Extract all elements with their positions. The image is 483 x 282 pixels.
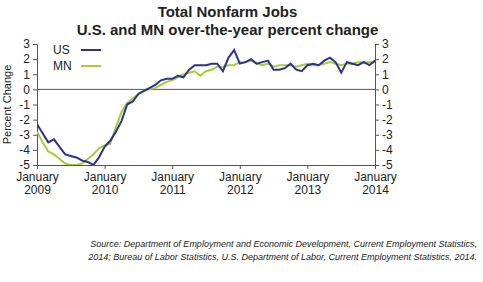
- tick-mark: [105, 165, 106, 169]
- tick-mark: [307, 165, 308, 169]
- tick: January2012: [219, 165, 262, 197]
- x-axis: January2009 January2010 January2011 January…: [16, 165, 397, 197]
- legend-swatch: [81, 65, 101, 67]
- axis-line: [38, 166, 376, 170]
- tick: 1: [23, 68, 37, 82]
- tick-mark: [33, 120, 37, 121]
- tick-label: January2011: [151, 170, 194, 198]
- tick-label: 0: [23, 83, 30, 97]
- legend: US MN: [53, 43, 101, 73]
- tick-mark: [33, 150, 37, 151]
- tick: 0: [23, 83, 37, 97]
- tick-label: -1: [19, 98, 30, 112]
- tick-mark: [375, 89, 379, 90]
- tick-label: -3: [382, 128, 393, 142]
- tick-mark: [375, 105, 379, 106]
- y-axis: -5-4-3-2-10123: [19, 37, 37, 172]
- tick-mark: [33, 89, 37, 90]
- tick-mark: [375, 120, 379, 121]
- tick-label: 3: [382, 37, 389, 51]
- tick: 2: [375, 52, 389, 66]
- tick: January2014: [354, 165, 397, 197]
- subtitle: U.S. and MN over-the-year percent change: [77, 21, 379, 38]
- y-axis-title: Percent Change: [1, 65, 13, 145]
- tick: -4: [19, 143, 37, 157]
- tick: January2010: [84, 165, 127, 197]
- tick-mark: [375, 165, 376, 169]
- tick-label: January2014: [354, 170, 397, 198]
- tick-mark: [33, 105, 37, 106]
- tick-mark: [33, 59, 37, 60]
- axis-line: [33, 45, 38, 166]
- axis-line: [376, 45, 380, 166]
- tick-label: -4: [382, 143, 393, 157]
- tick-mark: [375, 44, 379, 45]
- tick-label: January2009: [16, 170, 59, 198]
- tick: -1: [375, 98, 393, 112]
- tick-label: 3: [23, 37, 30, 51]
- tick-label: -2: [19, 113, 30, 127]
- tick: 3: [375, 37, 389, 51]
- tick: January2009: [16, 165, 59, 197]
- tick-mark: [33, 44, 37, 45]
- tick: 3: [23, 37, 37, 51]
- tick: -2: [19, 113, 37, 127]
- tick-label: January2012: [219, 170, 262, 198]
- tick-label: 0: [382, 83, 389, 97]
- tick-label: -3: [19, 128, 30, 142]
- legend-label: US: [53, 43, 70, 57]
- tick: January2011: [151, 165, 194, 197]
- tick-mark: [37, 165, 38, 169]
- tick-mark: [375, 135, 379, 136]
- series-line: [37, 50, 375, 165]
- tick: 1: [375, 68, 389, 82]
- tick: -3: [19, 128, 37, 142]
- tick: January2013: [287, 165, 330, 197]
- tick-label: 1: [382, 68, 389, 82]
- legend-swatch: [81, 49, 101, 51]
- chart: Total Nonfarm JobsU.S. and MN over-the-y…: [0, 0, 483, 282]
- legend-label: MN: [53, 59, 72, 73]
- tick-mark: [172, 165, 173, 169]
- tick-label: -2: [382, 113, 393, 127]
- tick-mark: [240, 165, 241, 169]
- title: Total Nonfarm Jobs: [158, 3, 298, 20]
- tick-mark: [375, 150, 379, 151]
- tick-mark: [375, 74, 379, 75]
- zero-line: [37, 89, 375, 90]
- tick: 2: [23, 52, 37, 66]
- tick: -1: [19, 98, 37, 112]
- tick-label: January2010: [84, 170, 127, 198]
- tick-label: 2: [382, 52, 389, 66]
- tick: -2: [375, 113, 393, 127]
- source-note: 2014; Bureau of Labor Statistics, U.S. D…: [87, 252, 477, 262]
- y-axis-right: -5-4-3-2-10123: [375, 37, 393, 172]
- tick-label: -4: [19, 143, 30, 157]
- tick-label: 1: [23, 68, 30, 82]
- source-note: Source: Department of Employment and Eco…: [90, 239, 477, 249]
- tick: -4: [375, 143, 393, 157]
- tick-label: January2013: [287, 170, 330, 198]
- tick-label: 2: [23, 52, 30, 66]
- tick-mark: [33, 74, 37, 75]
- tick: 0: [375, 83, 389, 97]
- tick: -3: [375, 128, 393, 142]
- tick-mark: [33, 135, 37, 136]
- plot-area: [37, 50, 375, 165]
- series-line: [37, 61, 375, 165]
- tick-mark: [375, 59, 379, 60]
- tick-mark: [33, 165, 37, 166]
- tick-label: -1: [382, 98, 393, 112]
